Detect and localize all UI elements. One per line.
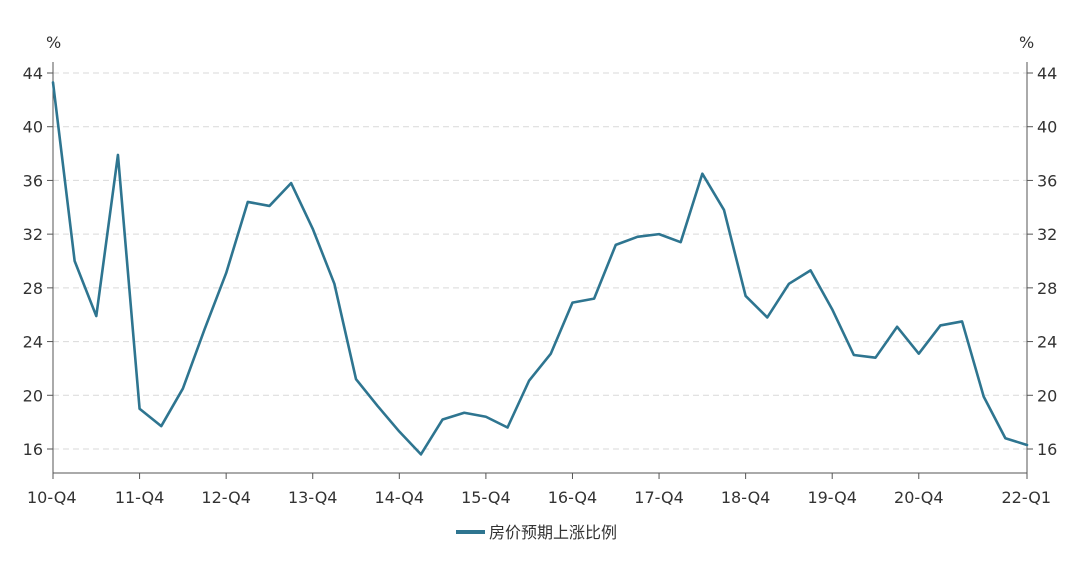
x-tick-label: 14-Q4 <box>375 488 425 507</box>
series-line <box>51 81 1029 456</box>
y-right-tick-label: 20 <box>1037 386 1057 405</box>
y-left-tick-label: 32 <box>23 225 43 244</box>
y-right-tick-label: 44 <box>1037 64 1057 83</box>
series <box>51 81 1029 456</box>
x-tick-label: 16-Q4 <box>548 488 598 507</box>
x-tick-label: 17-Q4 <box>634 488 684 507</box>
x-tick-label: 19-Q4 <box>807 488 857 507</box>
x-tick-label: 11-Q4 <box>115 488 165 507</box>
y-left-tick-label: 40 <box>23 118 43 137</box>
y-right-tick-label: 16 <box>1037 440 1057 459</box>
x-tick-label: 18-Q4 <box>721 488 771 507</box>
legend-label: 房价预期上涨比例 <box>489 523 617 542</box>
x-tick-label: 15-Q4 <box>461 488 511 507</box>
y-left-tick-label: 36 <box>23 171 43 190</box>
y-left-tick-label: 44 <box>23 64 43 83</box>
y-left-tick-label: 16 <box>23 440 43 459</box>
y-left-tick-label: 20 <box>23 386 43 405</box>
y-right-tick-label: 24 <box>1037 333 1057 352</box>
legend[interactable]: 房价预期上涨比例 <box>456 523 617 542</box>
x-tick-label: 22-Q1 <box>1002 488 1052 507</box>
x-tick-label: 12-Q4 <box>201 488 251 507</box>
grid-lines <box>53 72 1027 450</box>
x-tick-label: 20-Q4 <box>894 488 944 507</box>
x-tick-label: 13-Q4 <box>288 488 338 507</box>
y-right-tick-label: 36 <box>1037 171 1057 190</box>
y-right-tick-label: 28 <box>1037 279 1057 298</box>
axes: 16 16 20 20 24 24 28 28 32 32 36 36 40 40 44 44 10-Q4 11-… <box>23 62 1057 507</box>
y-left-tick-label: 28 <box>23 279 43 298</box>
right-axis-unit: % <box>1019 33 1034 52</box>
y-right-tick-label: 32 <box>1037 225 1057 244</box>
y-right-tick-label: 40 <box>1037 118 1057 137</box>
y-left-tick-label: 24 <box>23 333 43 352</box>
left-axis-unit: % <box>46 33 61 52</box>
x-tick-label: 10-Q4 <box>27 488 77 507</box>
